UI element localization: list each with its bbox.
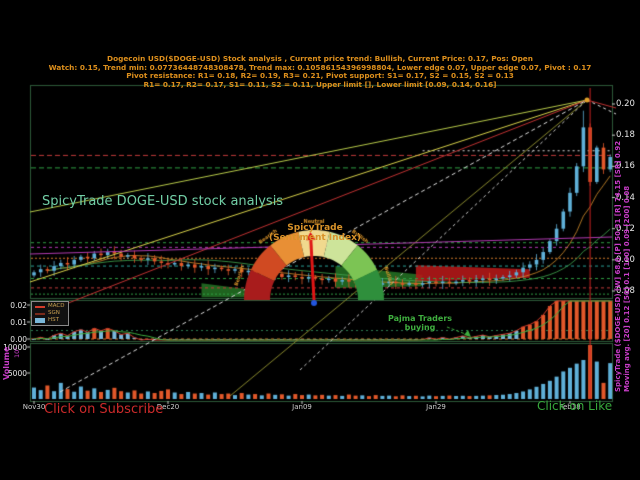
axis-tick-label: 0.08 [616,286,635,296]
axis-tick-label: Nov30 [22,403,46,411]
header-line-2: Watch: 0.15, Trend min: 0.07736448748308… [48,62,592,72]
gauge-title-line-1: SpicyTrade [287,223,343,233]
axis-tick-label: Jan09 [292,403,312,411]
legend-label-macd: MACD [48,303,65,309]
chart-header: Dogecoin USD($DOGE-USD) Stock analysis ,… [0,54,640,89]
axis-tick-label: 5000 [7,369,27,378]
analysis-annotation: SpicyTrade DOGE-USD stock analysis [42,194,284,209]
axis-tick-label: 0.12 [616,223,635,234]
axis-tick-label: 0.20 [616,99,635,109]
subscribe-cta[interactable]: Click on Subscribe [44,402,164,417]
legend-label-hst: HST [48,317,59,323]
histogram-swatch [35,318,45,323]
axis-tick-label: Dec20 [156,403,180,411]
axis-tick-label: 0.02 [10,301,27,310]
legend-item-sgn: SGN [35,310,65,317]
moving-average-text: Moving avg. [20] 0.12 [50] 0.1 [100] 0.0… [622,185,631,392]
right-watermark-text: SpicyTrade ($DOGE-USD) [W] 68.0 [P] 50.3… [614,77,631,392]
pajma-line-2: buying [404,323,436,332]
volume-scale-exponent: 10⁵ [13,347,21,358]
header-line-3: Pivot resistance: R1= 0.18, R2= 0.19, R3… [126,71,514,81]
macd-legend: MACD SGN HST [31,301,69,326]
axis-tick-label: 0.00 [10,335,27,344]
spicytrade-indicator-text: SpicyTrade ($DOGE-USD) [W] 68.0 [P] 50.3… [614,140,622,392]
macd-line-swatch [35,305,45,308]
axis-tick-label: Feb18 [559,403,581,411]
axis-tick-label: 0.18 [616,130,635,141]
legend-label-sgn: SGN [48,310,60,316]
legend-item-hst: HST [35,317,65,324]
gauge-title-line-2: (Sentiment Index) [268,233,362,243]
header-line-1: Dogecoin USD($DOGE-USD) Stock analysis ,… [107,54,533,63]
like-cta[interactable]: Click on Like [537,399,613,413]
gauge-title: SpicyTrade (Sentiment Index) [240,223,390,243]
pajma-line-1: Pajma Traders [387,314,453,323]
axis-tick-label: 0.14 [616,192,635,203]
pajma-traders-annotation: Pajma Traders buying [374,314,466,332]
axis-tick-label: 10000 [3,343,27,352]
axis-tick-label: 0.10 [616,254,635,265]
axis-tick-label: Jan29 [426,403,446,411]
header-line-4: R1= 0.17, R2= 0.17, S1= 0.11, S2 = 0.11,… [143,79,497,89]
axis-tick-label: 0.01 [10,318,27,327]
axis-tick-label: 0.16 [616,161,635,172]
signal-line-swatch [35,312,45,315]
legend-item-macd: MACD [35,303,65,310]
volume-axis-label: Volume [2,346,11,380]
